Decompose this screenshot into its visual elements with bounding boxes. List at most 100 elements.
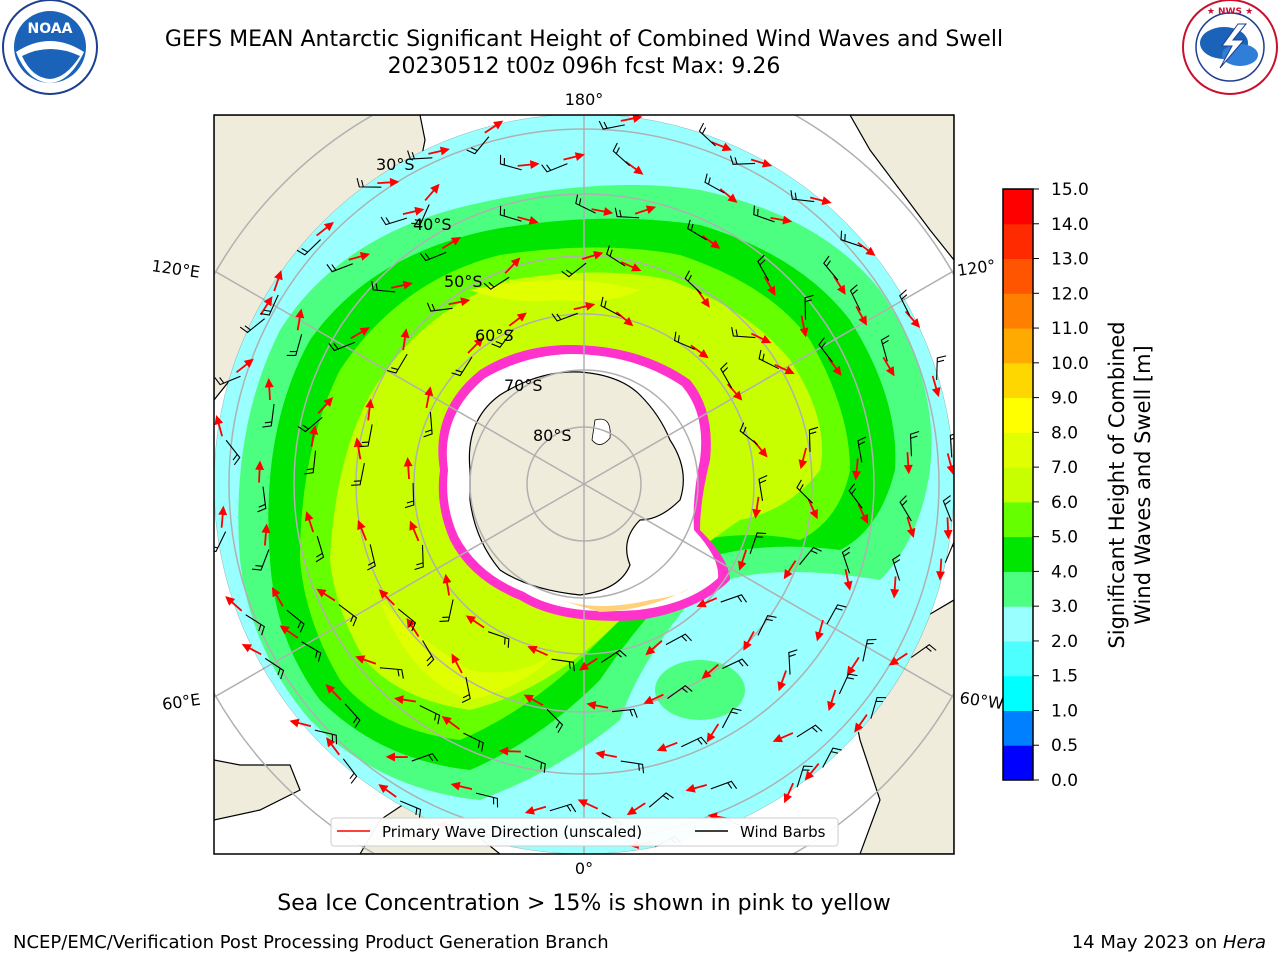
wave-direction-arrow (264, 378, 274, 401)
svg-text:★ NWS ★: ★ NWS ★ (1207, 7, 1253, 17)
noaa-logo: NOAA (2, 0, 98, 95)
wind-barb (673, 331, 695, 350)
wind-barb (549, 803, 577, 813)
wind-barb (681, 736, 708, 748)
wave-direction-arrow (289, 718, 312, 728)
wind-barb (491, 329, 514, 348)
wind-barb (561, 262, 587, 278)
wind-barb (379, 667, 404, 679)
wave-direction-arrow (843, 568, 853, 591)
wind-barb (720, 362, 733, 389)
wave-direction-arrow (563, 152, 585, 161)
wind-barb (380, 216, 408, 226)
wave-direction-arrow (626, 802, 646, 816)
wave-direction-arrow (827, 689, 837, 712)
wave-direction-arrow (498, 746, 521, 756)
colorbar-label-line-1: Significant Height of Combined (1105, 321, 1129, 648)
wave-direction-arrow (523, 694, 544, 707)
wave-direction-arrow (815, 619, 824, 642)
wave-direction-arrow (517, 216, 539, 225)
wind-barb (648, 792, 674, 808)
wave-direction-arrow (385, 752, 408, 762)
wind-barb (909, 431, 920, 457)
colorbar-swatch (1003, 675, 1033, 711)
wind-barb (463, 732, 484, 752)
wind-barb (910, 643, 937, 658)
wind-barb (301, 641, 322, 662)
colorbar-tick-label: 1.5 (1051, 667, 1078, 687)
colorbar-tick-label: 11.0 (1051, 319, 1089, 339)
colorbar-tick-label: 8.0 (1051, 423, 1078, 443)
wind-barb (598, 120, 625, 130)
colorbar-label: Significant Height of Combined Wind Wave… (1105, 321, 1155, 648)
wave-direction-arrow (400, 328, 410, 351)
wave-direction-arrow (855, 306, 867, 326)
wind-barb (423, 411, 433, 438)
colorbar-swatch (1003, 571, 1033, 607)
wind-barb (720, 594, 748, 603)
wave-direction-arrow (214, 414, 224, 437)
wind-barb (426, 302, 453, 312)
wind-barb (314, 729, 338, 745)
wave-direction-arrow (235, 358, 254, 373)
wind-barb (252, 549, 270, 571)
wave-direction-arrow (620, 261, 642, 272)
wave-direction-arrow (656, 741, 678, 752)
wave-direction-arrow (577, 799, 599, 810)
colorbar-tick-label: 10.0 (1051, 354, 1089, 374)
colorbar-swatch (1003, 745, 1033, 781)
lon-label-60e: 60°E (161, 690, 202, 714)
colorbar-swatch (1003, 640, 1033, 677)
wave-direction-arrow (799, 315, 809, 338)
colorbar-tick-label: 0.5 (1051, 736, 1078, 756)
wave-direction-arrow (451, 653, 463, 674)
wave-direction-arrow (783, 782, 794, 804)
wind-barb (862, 638, 877, 662)
wind-barb (612, 708, 638, 718)
wind-barb (796, 765, 813, 788)
colorbar-tick-label: 12.0 (1051, 284, 1089, 304)
wind-barb (551, 658, 575, 672)
wind-barb (758, 349, 780, 370)
wave-direction-arrow (750, 332, 772, 344)
colorbar-frame (1002, 188, 1034, 781)
wind-barb (475, 792, 499, 808)
colorbar-swatch (1003, 467, 1033, 503)
colorbar-swatch (1003, 536, 1033, 572)
wave-direction-arrow (711, 141, 732, 152)
legend-item-wave-direction: Primary Wave Direction (unscaled) (382, 823, 642, 841)
wind-barb (367, 544, 376, 571)
wave-direction-arrow (390, 280, 413, 290)
wind-barb (414, 544, 424, 570)
wave-direction-arrow (888, 652, 908, 666)
wave-direction-arrow (625, 160, 644, 175)
wave-direction-arrow (241, 643, 262, 656)
wave-direction-arrow (696, 597, 718, 608)
title-line-1: GEFS MEAN Antarctic Significant Height o… (164, 27, 1004, 52)
wave-direction-arrow (701, 663, 719, 679)
wave-direction-arrow (578, 657, 598, 671)
lat-label-40: 40°S (413, 215, 452, 234)
wind-barb (710, 780, 738, 790)
wind-barb (612, 142, 631, 167)
colorbar-tick-label: 7.0 (1051, 458, 1078, 478)
wind-barb (214, 375, 241, 386)
lon-label-120w: 120° (956, 256, 997, 280)
sea-ice-note: Sea Ice Concentration > 15% is shown in … (277, 891, 891, 916)
colorbar-swatch (1003, 362, 1033, 399)
wave-direction-arrow (271, 586, 284, 607)
wave-direction-arrow (309, 424, 319, 447)
wind-barb (404, 483, 415, 509)
wave-direction-arrow (777, 670, 787, 692)
wind-barb (665, 633, 692, 646)
wave-direction-arrow (772, 732, 794, 743)
wave-direction-arrow (936, 558, 945, 581)
wind-barb (758, 474, 768, 501)
wave-direction-arrow (591, 207, 614, 216)
wind-barb (838, 673, 858, 695)
wave-direction-arrow (857, 241, 876, 256)
wind-barb (286, 334, 303, 357)
wave-direction-arrow (527, 645, 548, 656)
wind-barb (788, 649, 798, 675)
wave-direction-arrow (517, 160, 540, 170)
